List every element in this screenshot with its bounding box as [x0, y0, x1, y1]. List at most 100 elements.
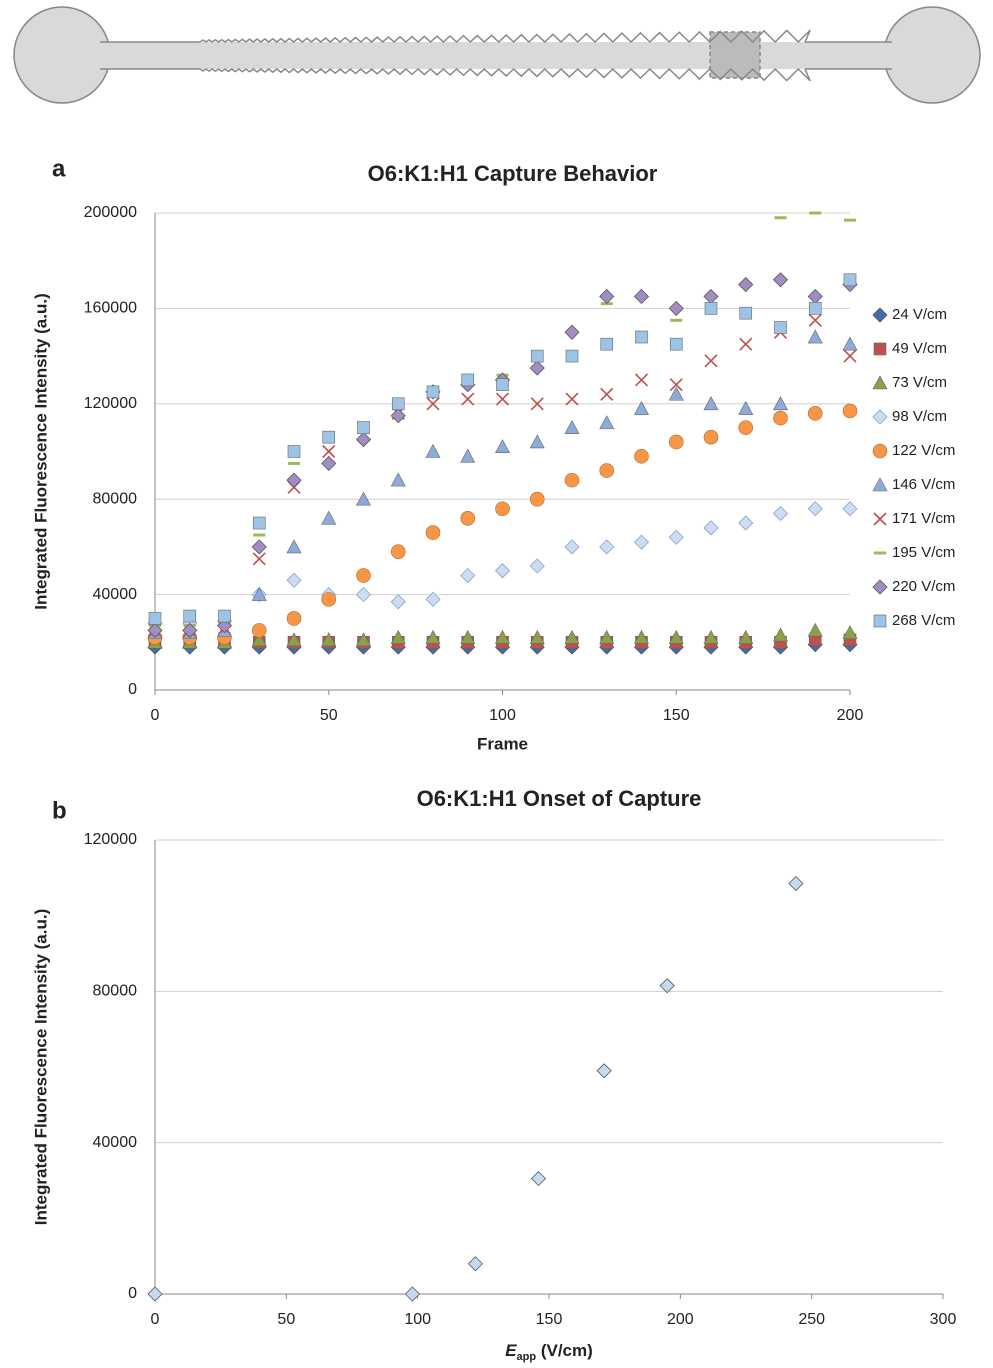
y-tick-label: 40000	[93, 586, 138, 603]
point	[530, 559, 544, 573]
point	[392, 398, 404, 410]
point	[740, 338, 752, 350]
legend-label: 122 V/cm	[892, 442, 955, 459]
point	[808, 289, 822, 303]
point	[704, 289, 718, 303]
point	[774, 628, 788, 641]
point	[809, 212, 821, 215]
x-tick-label: 100	[404, 1311, 431, 1328]
chart-title: O6:K1:H1 Onset of Capture	[417, 786, 702, 811]
point	[496, 440, 510, 453]
point	[669, 435, 683, 449]
point	[566, 393, 578, 405]
y-axis-title: Integrated Fluorescence Intensity (a.u.)	[31, 293, 50, 609]
point	[774, 507, 788, 521]
point	[462, 374, 474, 386]
point	[391, 409, 405, 423]
point	[322, 511, 336, 524]
x-tick-label: 150	[536, 1311, 563, 1328]
point	[252, 540, 266, 554]
point	[219, 610, 231, 622]
point	[357, 588, 371, 602]
x-axis-title-part: E	[505, 1341, 517, 1360]
point	[253, 533, 265, 536]
point	[323, 431, 335, 443]
point	[669, 301, 683, 315]
point	[565, 473, 579, 487]
point	[287, 473, 301, 487]
point	[809, 302, 821, 314]
point	[636, 331, 648, 343]
point	[287, 540, 301, 553]
y-axis-title: Integrated Fluorescence Intensity (a.u.)	[31, 909, 50, 1225]
point	[705, 302, 717, 314]
legend-label: 171 V/cm	[892, 510, 955, 527]
point	[322, 592, 336, 606]
y-tick-label: 80000	[93, 983, 138, 1000]
legend-marker	[873, 444, 887, 458]
point	[670, 338, 682, 350]
point	[844, 274, 856, 286]
y-tick-label: 0	[128, 681, 137, 698]
point	[149, 612, 161, 624]
series	[148, 273, 857, 638]
point	[252, 623, 266, 637]
point	[426, 526, 440, 540]
point	[530, 435, 544, 448]
point	[843, 337, 857, 350]
point	[462, 393, 474, 405]
legend-label: 98 V/cm	[892, 408, 947, 425]
point	[843, 502, 857, 516]
legend-marker	[873, 478, 887, 491]
point	[740, 307, 752, 319]
point	[497, 379, 509, 391]
point	[808, 330, 822, 343]
point	[670, 319, 682, 322]
point	[566, 350, 578, 362]
point	[660, 979, 674, 993]
point	[323, 446, 335, 458]
point	[148, 1287, 162, 1301]
point	[601, 388, 613, 400]
chart: bO6:K1:H1 Onset of Capture04000080000120…	[31, 786, 956, 1363]
legend-label: 268 V/cm	[892, 612, 955, 629]
legend-label: 73 V/cm	[892, 374, 947, 391]
point	[288, 462, 300, 465]
point	[530, 361, 544, 375]
point	[739, 516, 753, 530]
point	[287, 611, 301, 625]
figure: aO6:K1:H1 Capture Behavior04000080000120…	[0, 0, 993, 1368]
y-tick-label: 120000	[84, 831, 137, 848]
point	[253, 517, 265, 529]
point	[635, 289, 649, 303]
point	[358, 422, 370, 434]
point	[496, 564, 510, 578]
point	[808, 502, 822, 516]
point	[461, 449, 475, 462]
x-axis-title: Frame	[477, 734, 528, 753]
channel	[100, 42, 896, 69]
point	[635, 449, 649, 463]
x-tick-label: 300	[930, 1311, 957, 1328]
point	[600, 464, 614, 478]
y-tick-label: 40000	[93, 1134, 138, 1151]
point	[705, 355, 717, 367]
point	[601, 338, 613, 350]
point	[468, 1257, 482, 1271]
series	[149, 314, 856, 636]
device-diagram	[14, 7, 980, 103]
point	[739, 278, 753, 292]
reservoir	[14, 7, 110, 103]
point	[600, 416, 614, 429]
point	[253, 553, 265, 565]
point	[426, 445, 440, 458]
point	[565, 540, 579, 554]
x-tick-label: 200	[837, 707, 864, 724]
x-tick-label: 150	[663, 707, 690, 724]
point	[600, 540, 614, 554]
point	[704, 521, 718, 535]
panel-label: a	[52, 155, 66, 182]
point	[597, 1064, 611, 1078]
point	[843, 626, 857, 639]
point	[391, 545, 405, 559]
